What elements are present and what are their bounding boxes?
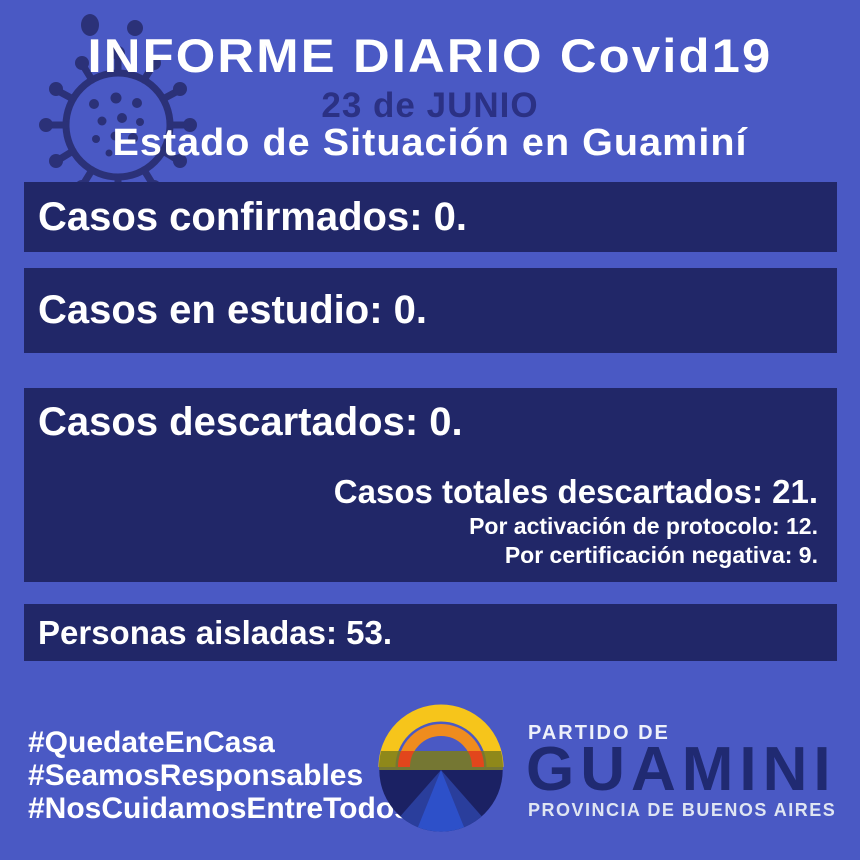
hashtag-list: #QuedateEnCasa #SeamosResponsables #NosC… — [28, 726, 411, 825]
stat-bar-casos-descartados: Casos descartados: 0. Casos totales desc… — [24, 388, 837, 582]
hashtag: #QuedateEnCasa — [28, 726, 275, 759]
stat-detail-total: Casos totales descartados: 21. — [333, 473, 818, 510]
page-title: INFORME DIARIO Covid19 — [87, 29, 773, 82]
guamini-municipal-logo-icon — [378, 704, 504, 832]
hashtag: #NosCuidamosEntreTodos — [28, 792, 411, 825]
stat-label: Casos descartados: 0. — [38, 400, 463, 444]
stat-bar-personas-aisladas: Personas aisladas: 53. — [24, 604, 837, 661]
stat-detail-line: Por activación de protocolo: 12. — [469, 513, 818, 539]
logo-guamini-wordmark: GUAMINI — [526, 735, 837, 804]
logo-provincia-label: PROVINCIA DE BUENOS AIRES — [528, 800, 837, 820]
stat-bar-casos-en-estudio: Casos en estudio: 0. — [24, 268, 837, 353]
stat-detail-line: Por certificación negativa: 9. — [504, 542, 818, 568]
stat-label: Casos confirmados: 0. — [38, 194, 468, 239]
page-subtitle: Estado de Situación en Guaminí — [112, 122, 748, 164]
stat-label: Personas aisladas: 53. — [38, 613, 393, 651]
stat-bar-casos-confirmados: Casos confirmados: 0. — [24, 182, 837, 252]
stat-label: Casos en estudio: 0. — [38, 288, 427, 332]
report-date: 23 de JUNIO — [321, 86, 539, 125]
hashtag: #SeamosResponsables — [28, 759, 364, 792]
logo-partido-de-label: PARTIDO DE — [528, 722, 670, 744]
stat-details: Casos totales descartados: 21. Por activ… — [38, 472, 818, 570]
